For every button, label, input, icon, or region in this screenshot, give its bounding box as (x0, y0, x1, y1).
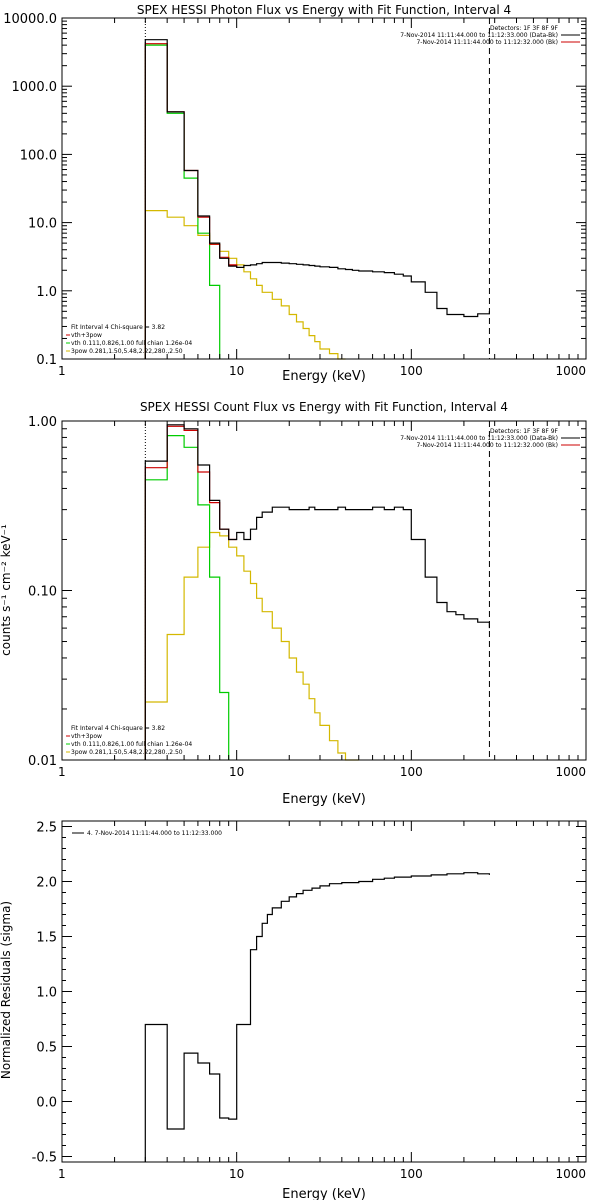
legend-topleft-text: 4. 7-Nov-2014 11:11:44.000 to 11:12:33.0… (87, 830, 222, 837)
legend-bottomleft-text: 3pow 0.281,1.50,5.48,2.22,280.,2.50 (71, 749, 183, 756)
plot-frame (61, 17, 587, 360)
y-tick-label: 0.0 (36, 1096, 57, 1111)
series-pow-line (144, 210, 346, 360)
legend-bottomleft-text: vth 0.111,0.826,1.00 full chian 1.26e-04 (71, 741, 192, 748)
x-tick-label: 100 (400, 1167, 423, 1181)
x-axis-label: Energy (keV) (282, 369, 366, 384)
y-tick-label: 10000.0 (3, 12, 57, 27)
series-data-line (144, 872, 490, 1162)
series-data-line (144, 39, 490, 359)
x-tick-label: 1 (58, 765, 66, 779)
plot-area: 1 10 100 1000 0.1 1.0 10.0 100.0 1000.0 10000.0 De… (3, 12, 587, 378)
y-tick-label: 100.0 (20, 148, 57, 163)
x-tick-label: 1 (58, 1167, 66, 1181)
y-tick-label: 0.01 (28, 754, 57, 769)
legend-bottomleft-text: vth+3pow (71, 332, 102, 339)
legend-topright-text: 7-Nov-2014 11:11:44.000 to 11:12:32.000 … (416, 39, 558, 46)
y-tick-label: 2.0 (36, 876, 57, 891)
y-axis-label: counts s⁻¹ cm⁻² keV⁻¹ (0, 524, 13, 656)
series-vth-line (144, 435, 230, 760)
x-tick-label: 1 (58, 364, 66, 378)
y-tick-label: 1000.0 (12, 80, 58, 95)
y-tick-label: -0.5 (32, 1151, 57, 1166)
residuals-panel: Energy (keV) Normalized Residuals (sigma… (0, 820, 587, 1200)
y-tick-label: 2.5 (36, 821, 57, 836)
x-tick-label: 1000 (555, 765, 586, 779)
panel-title: SPEX HESSI Photon Flux vs Energy with Fi… (137, 3, 511, 17)
y-tick-label: 1.0 (36, 986, 57, 1001)
legend-topright-text: Detectors: 1F 3F 8F 9F (490, 25, 559, 32)
legend-bottomleft-text: Fit Interval 4 Chi-square = 3.82 (71, 725, 165, 732)
x-tick-label: 1000 (555, 364, 586, 378)
legend-topright-text: 7-Nov-2014 11:11:44.000 to 11:12:33.000 … (400, 32, 558, 39)
y-tick-label: 0.1 (36, 353, 57, 368)
legend-bottomleft-text: vth 0.111,0.826,1.00 full chian 1.26e-04 (71, 340, 192, 347)
legend-topright-text: 7-Nov-2014 11:11:44.000 to 11:12:32.000 … (416, 442, 558, 449)
series-pow-line (144, 531, 359, 761)
x-tick-label: 1000 (555, 1167, 586, 1181)
x-axis-label: Energy (keV) (282, 792, 366, 807)
x-tick-label: 10 (229, 765, 244, 779)
legend-bottomleft-text: 3pow 0.281,1.50,5.48,2.22,280.,2.50 (71, 348, 183, 355)
count-flux-panel: SPEX HESSI Count Flux vs Energy with Fit… (0, 400, 587, 807)
y-tick-label: 1.5 (36, 931, 57, 946)
x-tick-label: 100 (400, 765, 423, 779)
y-tick-label: 1.0 (36, 285, 57, 300)
y-tick-label: 0.5 (36, 1041, 57, 1056)
x-axis-label: Energy (keV) (282, 1187, 366, 1200)
y-tick-label: 10.0 (28, 217, 57, 232)
legend-topright-text: Detectors: 1F 3F 8F 9F (490, 428, 559, 435)
series-vth-line (144, 44, 221, 359)
y-axis-label: Normalized Residuals (sigma) (0, 901, 13, 1079)
plot-area: 1 10 100 1000 -0.5 0.0 0.5 1.0 1.5 2.0 2.5 4. 7-Nov… (32, 820, 587, 1181)
photon-flux-panel: SPEX HESSI Photon Flux vs Energy with Fi… (3, 3, 587, 384)
legend-topright-text: 7-Nov-2014 11:11:44.000 to 11:12:33.000 … (400, 435, 558, 442)
legend-bottomleft-text: vth+3pow (71, 733, 102, 740)
x-tick-label: 10 (229, 1167, 244, 1181)
x-tick-label: 100 (400, 364, 423, 378)
y-tick-label: 1.00 (28, 415, 57, 430)
y-tick-label: 0.10 (28, 585, 57, 600)
panel-title: SPEX HESSI Count Flux vs Energy with Fit… (140, 400, 508, 414)
plot-area: 1 10 100 1000 0.01 0.10 1.00 Detectors: 1F 3F 8… (28, 415, 587, 779)
series-data-line (144, 424, 490, 760)
legend-bottomleft-text: Fit Interval 4 Chi-square = 3.82 (71, 324, 165, 331)
x-tick-label: 10 (229, 364, 244, 378)
